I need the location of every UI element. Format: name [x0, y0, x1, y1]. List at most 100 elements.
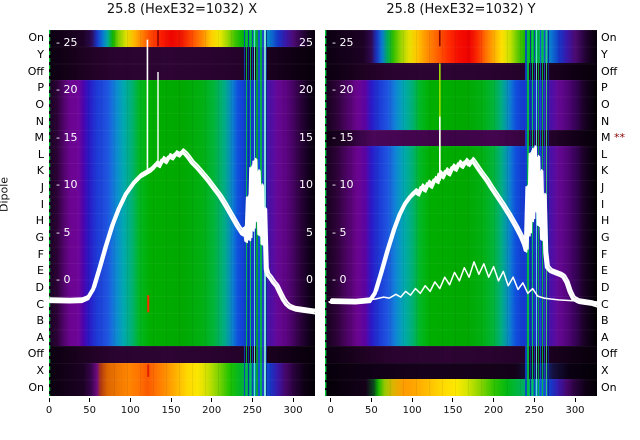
row-label: M ** — [601, 131, 625, 145]
row-label: O — [601, 97, 610, 111]
heatmap-band — [325, 362, 597, 380]
spectrum-bundle — [49, 150, 315, 314]
row-label: A — [36, 330, 44, 344]
row-label: I — [601, 197, 605, 211]
row-label: Off — [27, 64, 44, 78]
x-tick — [129, 398, 131, 402]
spectrum-bundle — [329, 147, 597, 306]
row-label: P — [37, 81, 44, 95]
spectrum-bundle — [331, 146, 597, 305]
y-scale-label: - 0 — [332, 273, 347, 286]
heatmap-band — [325, 63, 597, 80]
row-label: P — [601, 81, 608, 95]
heatmap-band — [325, 30, 597, 64]
row-label: N — [601, 114, 610, 128]
x-tick-label: 250 — [524, 405, 544, 416]
trace-overlay — [49, 30, 315, 396]
row-label: E — [37, 264, 44, 278]
ripple-trace — [329, 261, 597, 303]
spectrum-bundle — [328, 148, 597, 307]
x-tick — [574, 398, 576, 402]
spectrum-bundle — [329, 148, 597, 308]
x-tick-label: 300 — [283, 405, 303, 416]
x-tick — [211, 398, 213, 402]
glitch-stripe — [535, 30, 538, 396]
row-label: J — [601, 181, 605, 195]
row-label: B — [601, 314, 609, 328]
x-tick-label: 250 — [242, 405, 262, 416]
x-tick-label: 50 — [83, 405, 97, 416]
x-tick-label: 0 — [45, 405, 53, 416]
trace-overlay — [325, 30, 597, 396]
row-label: N — [35, 114, 44, 128]
y-scale-label-right: 0 — [306, 273, 313, 286]
glitch-stripe — [547, 30, 550, 396]
x-axis-right: 0 50 100 150 200 250 300 — [325, 397, 597, 425]
heatmap-band — [325, 79, 597, 130]
x-tick — [452, 398, 454, 402]
row-label: G — [601, 230, 610, 244]
heatmap-band — [325, 346, 597, 363]
row-label: Y — [37, 47, 44, 61]
y-scale-label: - 10 — [56, 178, 78, 191]
y-scale-label-right: 10 — [299, 178, 313, 191]
x-tick-label: 50 — [365, 405, 378, 416]
heatmap-panel-x: - 25 - 20 - 15 - 10 - 5 - 0 25 20 15 10 5 0 — [49, 30, 315, 396]
row-label-column-right: On Y Off P O N M ** L K J I H G F E D C B A Off X On — [601, 0, 640, 440]
x-tick — [493, 398, 495, 402]
x-tick-label: 100 — [402, 405, 422, 416]
row-label: Off — [601, 347, 618, 361]
y-scale-label: - 25 — [332, 35, 354, 49]
row-label: Off — [601, 64, 618, 78]
y-scale-label: - 20 — [332, 83, 354, 96]
row-label: D — [601, 280, 610, 294]
y-scale-label-right: 20 — [299, 83, 313, 96]
row-label: H — [35, 214, 44, 228]
y-scale-label: - 10 — [332, 178, 354, 191]
y-scale-label: - 0 — [56, 273, 71, 286]
row-label: G — [35, 230, 44, 244]
row-label: F — [37, 247, 44, 261]
x-tick-label: 100 — [120, 405, 140, 416]
heatmap-panel-y: - 25 - 20 - 15 - 10 - 5 - 0 — [325, 30, 597, 396]
x-tick — [330, 398, 332, 402]
y-scale-label: - 20 — [56, 83, 78, 96]
y-scale-label: - 25 — [56, 35, 78, 49]
x-tick-label: 300 — [565, 405, 585, 416]
x-tick-label: 200 — [484, 405, 504, 416]
y-scale-label: - 15 — [56, 130, 78, 144]
spectrum-bundle — [330, 149, 597, 308]
x-tick-label: 150 — [443, 405, 463, 416]
row-label: K — [36, 164, 44, 178]
row-label: J — [40, 181, 44, 195]
row-label: L — [601, 147, 608, 161]
row-label: I — [40, 197, 44, 211]
x-tick — [292, 398, 294, 402]
row-label-column-left: On Y Off P O N M L K J I H G F E D C B A Off X On — [0, 0, 44, 440]
y-scale-label: - 15 — [332, 130, 354, 144]
panel-title-y: 25.8 (HexE32=1032) Y — [386, 2, 536, 17]
x-axis-left: 0 50 100 150 200 250 300 — [46, 397, 315, 425]
row-label-asterisk-mark: ** — [614, 131, 625, 145]
glitch-stripe — [243, 30, 245, 396]
row-label: On — [601, 31, 617, 45]
x-tick — [533, 398, 535, 402]
row-label: F — [601, 247, 608, 261]
row-label: K — [601, 164, 609, 178]
x-tick-label: 200 — [202, 405, 222, 416]
row-label: Off — [27, 347, 44, 361]
y-scale-label-right: 15 — [299, 130, 313, 144]
row-label: M — [34, 131, 45, 145]
row-label: On — [28, 380, 44, 394]
heatmap-band — [325, 129, 597, 147]
x-tick-label: 0 — [327, 405, 334, 416]
spectrum-bundle — [49, 152, 315, 315]
row-label: E — [601, 264, 608, 278]
panel-title-x: 25.8 (HexE32=1032) X — [106, 2, 258, 17]
x-tick — [48, 398, 50, 402]
row-label: L — [37, 147, 44, 161]
y-scale-label-right: 5 — [306, 225, 313, 239]
row-label: B — [36, 314, 44, 328]
row-label: Y — [601, 47, 608, 61]
